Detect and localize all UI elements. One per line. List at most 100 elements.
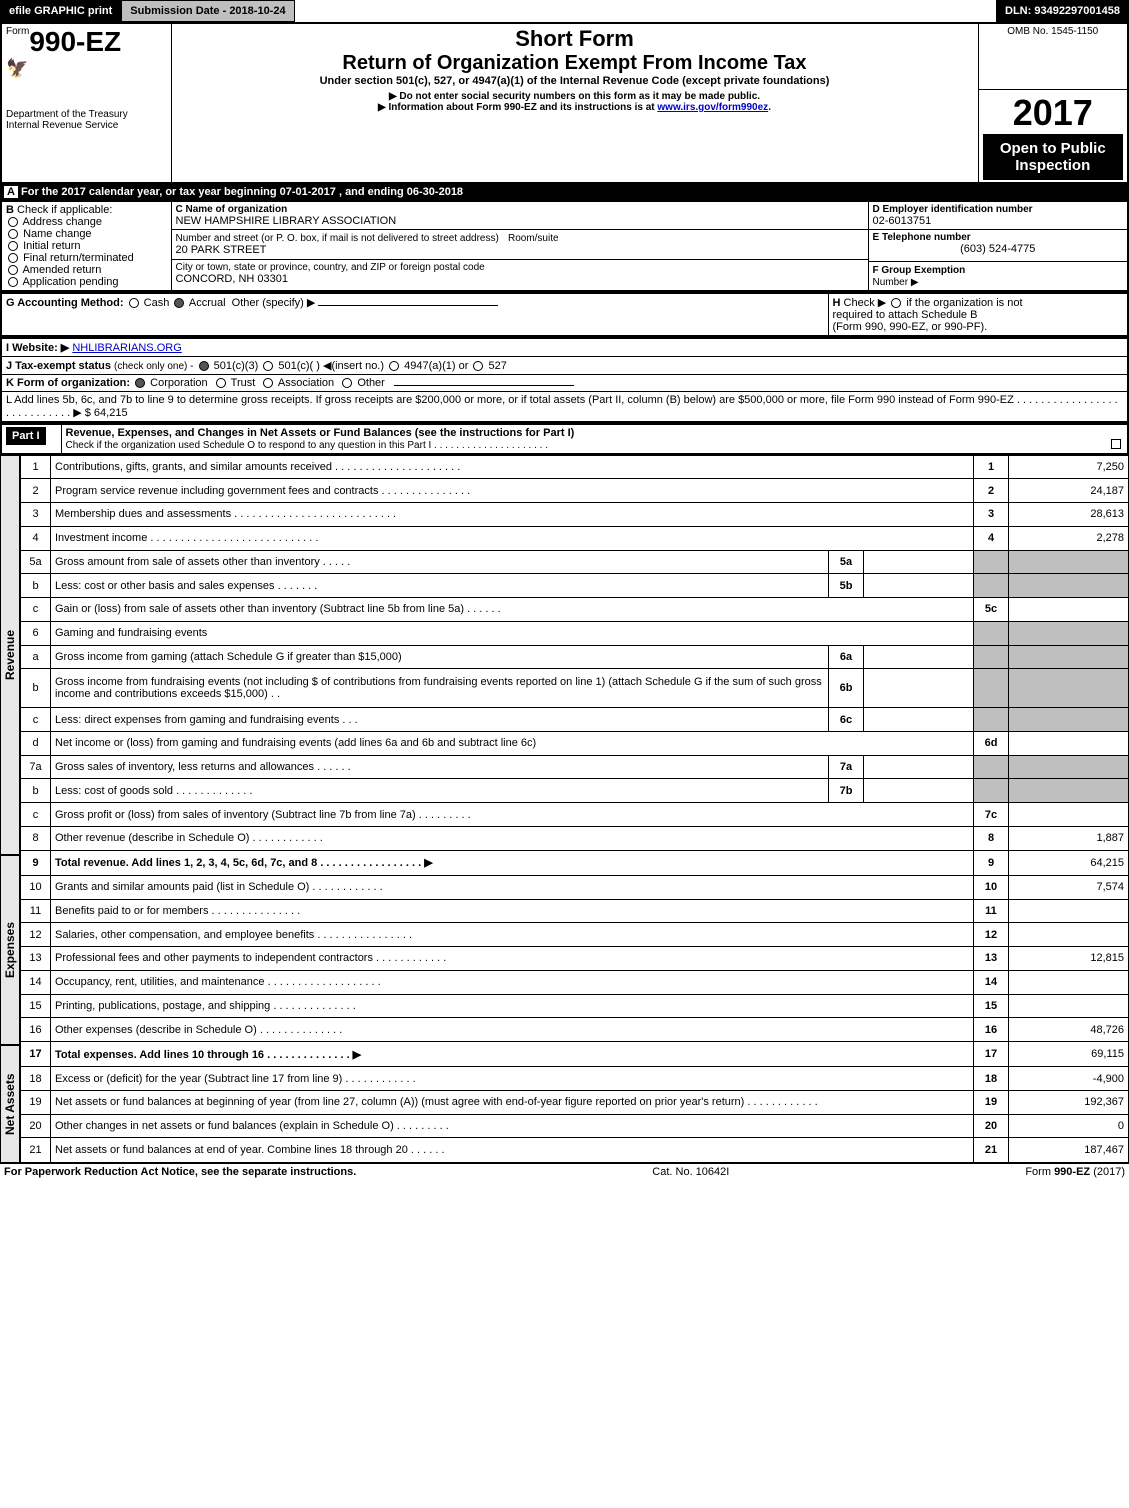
b-item-5-radio[interactable]: [8, 277, 18, 287]
short-form-title: Short Form: [176, 26, 974, 52]
k-opt-0: Corporation: [150, 377, 207, 389]
line-19-val: 192,367: [1009, 1090, 1129, 1114]
efile-print-button[interactable]: efile GRAPHIC print: [0, 0, 121, 22]
b-item-2-radio[interactable]: [8, 241, 18, 251]
j-note: (check only one) -: [114, 361, 193, 372]
j-opt3: 4947(a)(1) or: [404, 360, 468, 372]
line-c-desc: Less: direct expenses from gaming and fu…: [51, 708, 829, 732]
line-19-col: 19: [974, 1090, 1009, 1114]
line-5a-num: 5a: [21, 550, 51, 574]
line-15-num: 15: [21, 994, 51, 1018]
line-b-subval: [864, 669, 974, 708]
j-501c3-radio[interactable]: [199, 361, 209, 371]
line-14-val: [1009, 970, 1129, 994]
line-9-val: 64,215: [1009, 850, 1129, 875]
line-19-desc: Net assets or fund balances at beginning…: [51, 1090, 974, 1114]
line-c-val: [1009, 598, 1129, 622]
f-number: Number ▶: [873, 277, 919, 288]
line-1-val: 7,250: [1009, 455, 1129, 479]
line-21-num: 21: [21, 1138, 51, 1162]
k-opt-0-radio[interactable]: [135, 378, 145, 388]
line-14-num: 14: [21, 970, 51, 994]
line-7a-num: 7a: [21, 755, 51, 779]
b-item-3-radio[interactable]: [8, 253, 18, 263]
h-text4: (Form 990, 990-EZ, or 990-PF).: [833, 321, 988, 333]
k-opt-2-radio[interactable]: [263, 378, 273, 388]
line-c-subnum: 6c: [829, 708, 864, 732]
j-501c-radio[interactable]: [263, 361, 273, 371]
ein: 02-6013751: [873, 215, 1124, 227]
line-4-col: 4: [974, 526, 1009, 550]
line-a-colgrey: [974, 645, 1009, 669]
b-item-4-radio[interactable]: [8, 265, 18, 275]
cash-label: Cash: [144, 297, 170, 309]
line-16-val: 48,726: [1009, 1018, 1129, 1042]
line-c-subval: [864, 708, 974, 732]
line-4-val: 2,278: [1009, 526, 1129, 550]
line-10-desc: Grants and similar amounts paid (list in…: [51, 875, 974, 899]
line-2-num: 2: [21, 479, 51, 503]
line-b-valgrey: [1009, 779, 1129, 803]
i-label: I Website: ▶: [6, 342, 69, 354]
k-opt-1-radio[interactable]: [216, 378, 226, 388]
b-item-1-radio[interactable]: [8, 229, 18, 239]
other-specify-input[interactable]: [318, 305, 498, 306]
line-4-desc: Investment income . . . . . . . . . . . …: [51, 526, 974, 550]
h-label: H: [833, 297, 841, 309]
line-b-colgrey: [974, 779, 1009, 803]
line-b-num: b: [21, 779, 51, 803]
line-c-colgrey: [974, 708, 1009, 732]
j-527-radio[interactable]: [473, 361, 483, 371]
website-link[interactable]: NHLIBRARIANS.ORG: [72, 342, 181, 354]
line-c-col: 7c: [974, 803, 1009, 827]
k-opt-3-radio[interactable]: [342, 378, 352, 388]
line-17-num: 17: [21, 1042, 51, 1067]
line-11-col: 11: [974, 899, 1009, 923]
line-7a-valgrey: [1009, 755, 1129, 779]
k-other-input[interactable]: [394, 385, 574, 386]
footer-left: For Paperwork Reduction Act Notice, see …: [4, 1166, 356, 1178]
line-b-num: b: [21, 669, 51, 708]
line-10-num: 10: [21, 875, 51, 899]
org-name: NEW HAMPSHIRE LIBRARY ASSOCIATION: [176, 215, 864, 227]
revenue-vlabel: Revenue: [0, 455, 20, 855]
line-13-num: 13: [21, 947, 51, 971]
org-info-table: B Check if applicable: Address change Na…: [0, 200, 1129, 292]
line-9-num: 9: [21, 850, 51, 875]
section-a-bar: A For the 2017 calendar year, or tax yea…: [0, 184, 1129, 200]
b-item-5: Application pending: [22, 276, 118, 288]
k-opt-1: Trust: [231, 377, 256, 389]
line-c-val: [1009, 803, 1129, 827]
line-b-subval: [864, 779, 974, 803]
cash-radio[interactable]: [129, 298, 139, 308]
line-12-col: 12: [974, 923, 1009, 947]
line-5a-colgrey: [974, 550, 1009, 574]
ijkl-table: I Website: ▶ NHLIBRARIANS.ORG J Tax-exem…: [0, 337, 1129, 423]
line-1-num: 1: [21, 455, 51, 479]
j-label: J Tax-exempt status: [6, 360, 111, 372]
b-item-4: Amended return: [22, 264, 101, 276]
j-4947-radio[interactable]: [389, 361, 399, 371]
line-d-val: [1009, 731, 1129, 755]
city-label: City or town, state or province, country…: [176, 262, 864, 273]
part1-header-table: Part I Revenue, Expenses, and Changes in…: [0, 423, 1129, 455]
line-18-col: 18: [974, 1067, 1009, 1091]
line-a-desc: Gross income from gaming (attach Schedul…: [51, 645, 829, 669]
line-6-valgrey2: [1009, 621, 1129, 645]
dept-treasury: Department of the Treasury: [6, 109, 167, 120]
line-7a-subnum: 7a: [829, 755, 864, 779]
b-item-0-radio[interactable]: [8, 217, 18, 227]
part1-check: Check if the organization used Schedule …: [66, 440, 548, 451]
line-c-col: 5c: [974, 598, 1009, 622]
other-label: Other (specify) ▶: [232, 297, 316, 309]
line-16-num: 16: [21, 1018, 51, 1042]
h-checkbox[interactable]: [891, 298, 901, 308]
part1-checkbox[interactable]: [1111, 439, 1121, 449]
irs-link[interactable]: www.irs.gov/form990ez: [657, 102, 768, 113]
submission-date-button[interactable]: Submission Date - 2018-10-24: [121, 0, 294, 22]
b-item-1: Name change: [23, 228, 92, 240]
line-5a-desc: Gross amount from sale of assets other t…: [51, 550, 829, 574]
gh-table: G Accounting Method: Cash Accrual Other …: [0, 292, 1129, 337]
accrual-radio[interactable]: [174, 298, 184, 308]
line-7a-subval: [864, 755, 974, 779]
